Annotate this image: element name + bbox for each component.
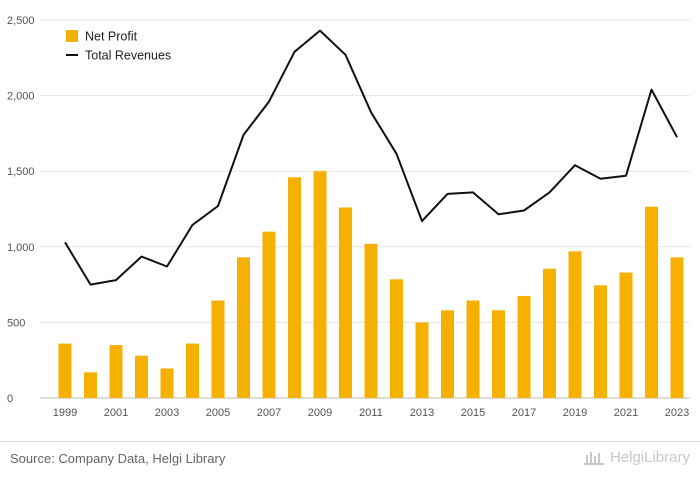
net-profit-bar: [186, 343, 199, 398]
net-profit-bar: [390, 279, 403, 398]
y-tick-label: 2,500: [7, 15, 35, 27]
x-tick-label: 2013: [410, 407, 434, 419]
net-profit-bar: [415, 322, 429, 398]
net-profit-bar: [492, 310, 505, 398]
net-profit-bar: [441, 310, 454, 398]
net-profit-bar: [160, 368, 174, 398]
brand-name: HelgiLibrary: [609, 449, 690, 466]
net-profit-bar: [364, 243, 378, 398]
net-profit-bar: [543, 268, 556, 398]
x-tick-label: 1999: [53, 407, 77, 419]
net-profit-bar: [517, 295, 531, 398]
total-revenues-series: [64, 29, 678, 286]
net-profit-bar: [568, 251, 582, 398]
x-axis: 1999 2001 2003 2005 2007 2009 2011 2013 2015 2017…: [53, 407, 689, 419]
x-tick-label: 2007: [257, 407, 281, 419]
net-profit-bar: [211, 300, 225, 398]
net-profit-bar: [670, 257, 684, 398]
x-tick-label: 2005: [206, 407, 230, 419]
net-profit-bars: [58, 171, 684, 398]
net-profit-bar: [466, 300, 480, 398]
x-tick-label: 2023: [665, 407, 689, 419]
brand-logo: HelgiLibrary: [583, 449, 690, 466]
net-profit-bar: [594, 285, 607, 398]
legend: Net Profit Total Revenues: [66, 30, 171, 63]
net-profit-bar: [84, 372, 97, 398]
x-tick-label: 2001: [104, 407, 128, 419]
net-profit-bar: [339, 207, 352, 398]
y-tick-label: 1,000: [7, 242, 35, 254]
x-tick-label: 2021: [614, 407, 638, 419]
net-profit-bar: [109, 345, 123, 398]
x-tick-label: 2019: [563, 407, 587, 419]
net-profit-bar: [313, 171, 327, 398]
net-profit-bar: [237, 257, 250, 398]
x-tick-label: 2017: [512, 407, 536, 419]
legend-label-total-revenues: Total Revenues: [85, 49, 171, 63]
net-profit-bar: [619, 272, 633, 398]
y-tick-label: 2,000: [7, 91, 35, 103]
footer-divider: [0, 441, 700, 442]
y-tick-label: 500: [7, 317, 25, 329]
total-revenues-line: [64, 29, 678, 286]
net-profit-bar: [135, 355, 148, 398]
y-tick-label: 0: [7, 393, 13, 405]
y-tick-label: 1,500: [7, 166, 35, 178]
source-note: Source: Company Data, Helgi Library: [10, 451, 226, 466]
x-tick-label: 2003: [155, 407, 179, 419]
y-axis: 0 500 1,000 1,500 2,000 2,500: [7, 15, 35, 405]
library-building-icon: [583, 451, 604, 465]
legend-swatch-net-profit: [66, 30, 78, 42]
net-profit-bar: [288, 177, 301, 398]
x-tick-label: 2015: [461, 407, 485, 419]
net-profit-bar: [645, 206, 658, 398]
net-profit-bar: [262, 231, 276, 398]
x-tick-label: 2009: [308, 407, 332, 419]
legend-label-net-profit: Net Profit: [85, 30, 138, 44]
net-profit-bar: [58, 343, 72, 398]
x-tick-label: 2011: [359, 407, 383, 419]
chart: 0 500 1,000 1,500 2,000 2,500 1999 2001 2003 200…: [7, 15, 690, 419]
